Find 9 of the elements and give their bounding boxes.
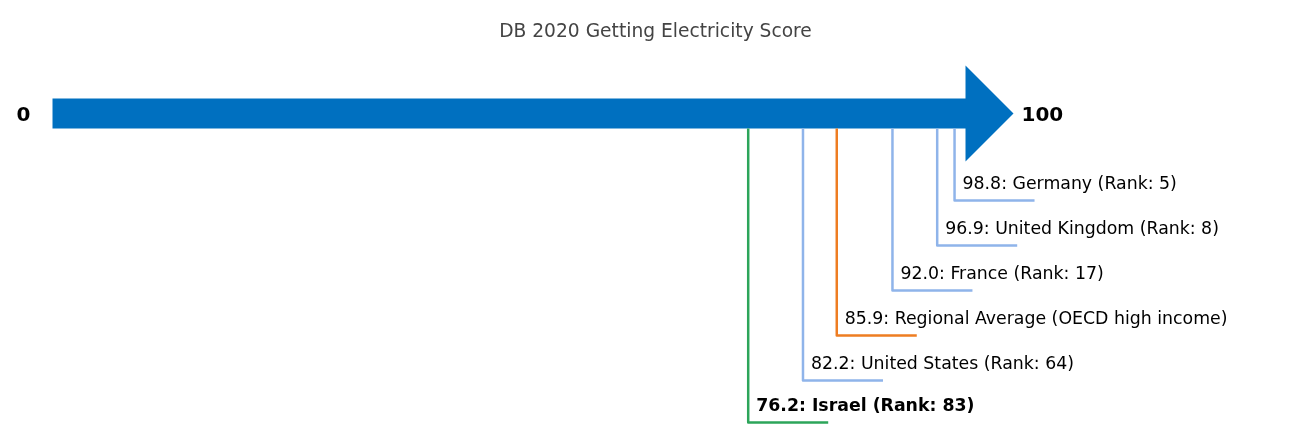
text: DB 2020 Getting Electricity Score: [499, 20, 812, 41]
data-label: 92.0: France (Rank: 17): [900, 262, 1104, 283]
text: 100: [1021, 101, 1064, 126]
text: 0: [16, 101, 31, 126]
data-label: 76.2: Israel (Rank: 83): [756, 394, 975, 415]
data-label: 82.2: United States (Rank: 64): [810, 352, 1074, 373]
data-label: 96.9: United Kingdom (Rank: 8): [945, 217, 1219, 238]
data-label: 98.8: Germany (Rank: 5): [962, 172, 1177, 193]
data-label: 85.9: Regional Average (OECD high income): [844, 307, 1228, 328]
